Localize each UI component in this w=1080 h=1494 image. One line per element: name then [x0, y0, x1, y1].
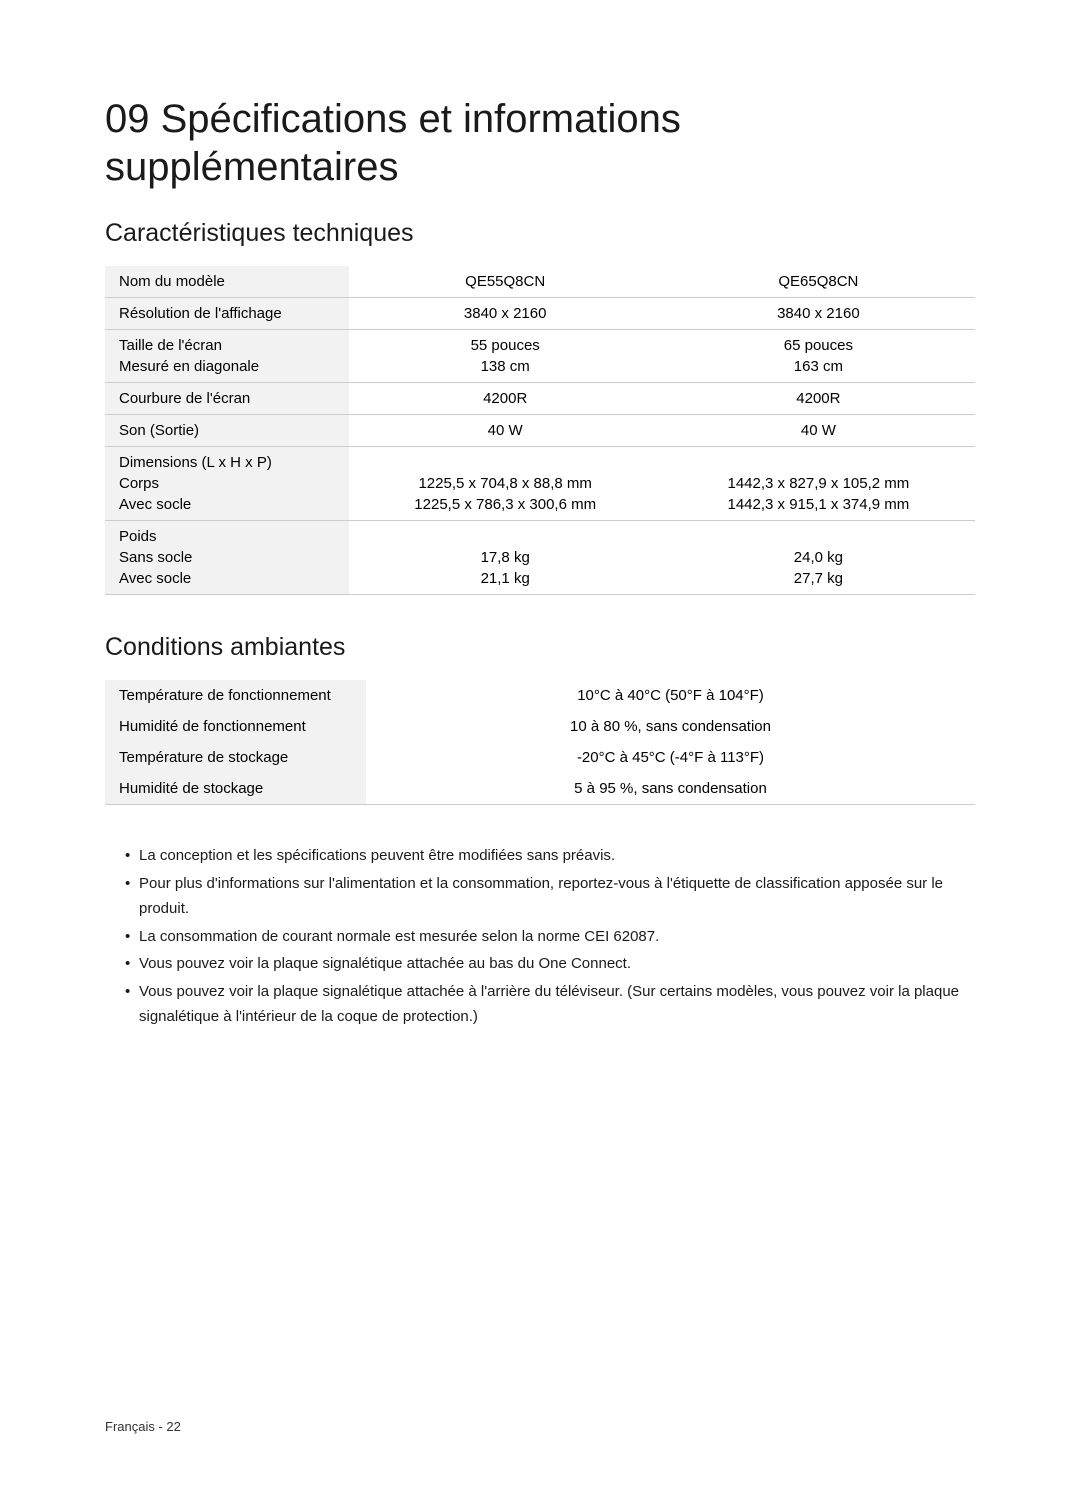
- cell: [662, 521, 975, 548]
- cell: 5 à 95 %, sans condensation: [366, 773, 975, 805]
- table-row: Avec socle 1225,5 x 786,3 x 300,6 mm 144…: [105, 494, 975, 521]
- list-item: Vous pouvez voir la plaque signalétique …: [125, 979, 975, 1030]
- cell: -20°C à 45°C (-4°F à 113°F): [366, 742, 975, 773]
- cell: 1442,3 x 827,9 x 105,2 mm: [662, 473, 975, 494]
- cell: 138 cm: [349, 356, 662, 383]
- row-label: Humidité de fonctionnement: [105, 711, 366, 742]
- cell: 10°C à 40°C (50°F à 104°F): [366, 680, 975, 711]
- row-label: Température de stockage: [105, 742, 366, 773]
- row-label: Poids: [105, 521, 349, 548]
- page-heading: 09 Spécifications et informations supplé…: [105, 95, 975, 191]
- row-label: Résolution de l'affichage: [105, 298, 349, 330]
- row-label: Humidité de stockage: [105, 773, 366, 805]
- cell: 1225,5 x 786,3 x 300,6 mm: [349, 494, 662, 521]
- section1-title: Caractéristiques techniques: [105, 219, 975, 248]
- cell: QE65Q8CN: [662, 266, 975, 298]
- section2-title: Conditions ambiantes: [105, 633, 975, 662]
- cell: 27,7 kg: [662, 568, 975, 595]
- row-label: Avec socle: [105, 494, 349, 521]
- row-label: Mesuré en diagonale: [105, 356, 349, 383]
- cell: 10 à 80 %, sans condensation: [366, 711, 975, 742]
- cell: 3840 x 2160: [662, 298, 975, 330]
- cell: [662, 447, 975, 474]
- table-row: Humidité de fonctionnement 10 à 80 %, sa…: [105, 711, 975, 742]
- cell: 24,0 kg: [662, 547, 975, 568]
- cell: 163 cm: [662, 356, 975, 383]
- list-item: Pour plus d'informations sur l'alimentat…: [125, 871, 975, 922]
- table-row: Courbure de l'écran 4200R 4200R: [105, 383, 975, 415]
- table-row: Température de fonctionnement 10°C à 40°…: [105, 680, 975, 711]
- table-row: Humidité de stockage 5 à 95 %, sans cond…: [105, 773, 975, 805]
- row-label: Température de fonctionnement: [105, 680, 366, 711]
- cell: 55 pouces: [349, 330, 662, 357]
- row-label: Son (Sortie): [105, 415, 349, 447]
- row-label: Avec socle: [105, 568, 349, 595]
- table-row: Mesuré en diagonale 138 cm 163 cm: [105, 356, 975, 383]
- table-row: Sans socle 17,8 kg 24,0 kg: [105, 547, 975, 568]
- cell: QE55Q8CN: [349, 266, 662, 298]
- cell: 65 pouces: [662, 330, 975, 357]
- table-row: Taille de l'écran 55 pouces 65 pouces: [105, 330, 975, 357]
- table-row: Son (Sortie) 40 W 40 W: [105, 415, 975, 447]
- notes-list: La conception et les spécifications peuv…: [105, 843, 975, 1030]
- list-item: Vous pouvez voir la plaque signalétique …: [125, 951, 975, 977]
- table-row: Dimensions (L x H x P): [105, 447, 975, 474]
- row-label: Corps: [105, 473, 349, 494]
- row-label: Nom du modèle: [105, 266, 349, 298]
- table-row: Résolution de l'affichage 3840 x 2160 38…: [105, 298, 975, 330]
- table-row: Nom du modèle QE55Q8CN QE65Q8CN: [105, 266, 975, 298]
- cell: 40 W: [662, 415, 975, 447]
- table-row: Température de stockage -20°C à 45°C (-4…: [105, 742, 975, 773]
- conditions-table: Température de fonctionnement 10°C à 40°…: [105, 680, 975, 805]
- cell: 1442,3 x 915,1 x 374,9 mm: [662, 494, 975, 521]
- cell: [349, 447, 662, 474]
- cell: 1225,5 x 704,8 x 88,8 mm: [349, 473, 662, 494]
- cell: 4200R: [349, 383, 662, 415]
- row-label: Taille de l'écran: [105, 330, 349, 357]
- cell: [349, 521, 662, 548]
- cell: 4200R: [662, 383, 975, 415]
- row-label: Courbure de l'écran: [105, 383, 349, 415]
- cell: 21,1 kg: [349, 568, 662, 595]
- table-row: Poids: [105, 521, 975, 548]
- list-item: La conception et les spécifications peuv…: [125, 843, 975, 869]
- specs-table: Nom du modèle QE55Q8CN QE65Q8CN Résoluti…: [105, 266, 975, 595]
- list-item: La consommation de courant normale est m…: [125, 924, 975, 950]
- table-row: Corps 1225,5 x 704,8 x 88,8 mm 1442,3 x …: [105, 473, 975, 494]
- page-footer: Français - 22: [105, 1419, 181, 1434]
- table-row: Avec socle 21,1 kg 27,7 kg: [105, 568, 975, 595]
- cell: 3840 x 2160: [349, 298, 662, 330]
- row-label: Sans socle: [105, 547, 349, 568]
- row-label: Dimensions (L x H x P): [105, 447, 349, 474]
- cell: 40 W: [349, 415, 662, 447]
- cell: 17,8 kg: [349, 547, 662, 568]
